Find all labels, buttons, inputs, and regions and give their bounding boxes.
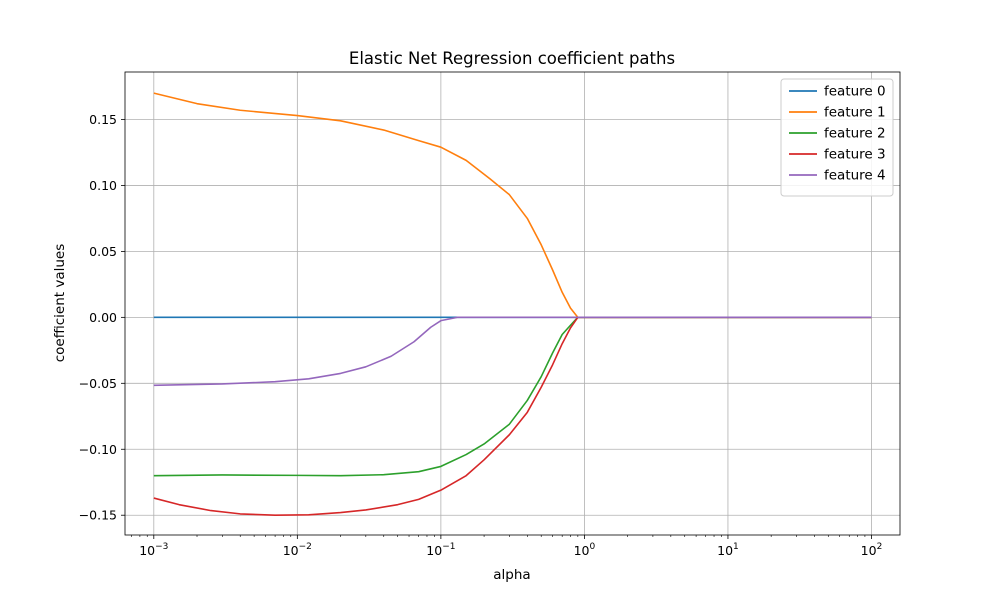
series-line-feature-4	[153, 316, 872, 387]
y-tick-label: 0.05	[89, 244, 117, 259]
y-tick-label: 0.00	[89, 310, 117, 325]
series-lines	[153, 92, 872, 517]
x-tick-label: 101	[717, 542, 739, 558]
x-tick-label: 102	[861, 542, 883, 558]
y-tick-label: 0.10	[89, 178, 117, 193]
series-line-feature-2	[153, 316, 872, 477]
tick-labels: 10−3 10−2 10−1 100 101 102 0.15 0.10 0.05 0.00 −0.…	[79, 112, 883, 558]
series-line-feature-3	[153, 316, 872, 517]
x-tick-label: 10−3	[139, 542, 168, 558]
y-tick-label: 0.15	[89, 112, 117, 127]
legend-label: feature 1	[824, 105, 886, 121]
y-tick-label: −0.10	[79, 442, 117, 457]
plot-area-frame	[124, 71, 901, 536]
x-tick-label: 100	[574, 542, 596, 558]
chart-title: Elastic Net Regression coefficient paths	[349, 49, 675, 68]
y-tick-label: −0.15	[79, 508, 117, 523]
axis-ticks	[121, 119, 872, 539]
y-axis-label: coefficient values	[52, 244, 68, 363]
legend-label: feature 3	[824, 147, 886, 163]
legend-label: feature 0	[824, 84, 886, 100]
legend-box	[780, 78, 894, 197]
legend: feature 0 feature 1 feature 2 feature 3 feat…	[780, 78, 894, 197]
x-axis-label: alpha	[493, 567, 530, 583]
x-tick-label: 10−1	[426, 542, 455, 558]
legend-label: feature 4	[824, 168, 886, 184]
legend-label: feature 2	[824, 126, 886, 142]
y-tick-label: −0.05	[79, 376, 117, 391]
x-tick-label: 10−2	[283, 542, 312, 558]
series-line-feature-1	[153, 92, 872, 319]
